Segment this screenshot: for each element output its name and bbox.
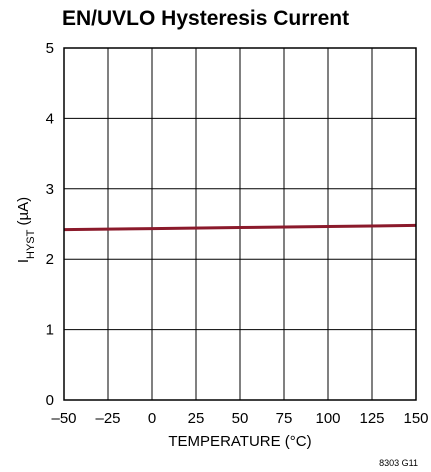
x-tick-label: 125 bbox=[359, 410, 384, 427]
x-tick-label: 100 bbox=[315, 410, 340, 427]
series-layer bbox=[63, 223, 417, 232]
x-tick-labels: –50 –25 0 25 50 75 100 125 150 bbox=[51, 410, 428, 427]
y-tick-label: 0 bbox=[46, 392, 54, 409]
y-tick-label: 2 bbox=[46, 251, 54, 268]
chart-title: EN/UVLO Hysteresis Current bbox=[62, 7, 349, 30]
y-axis-label: IHYST (µA) bbox=[15, 197, 37, 263]
x-axis-label: TEMPERATURE (°C) bbox=[168, 433, 311, 450]
y-axis-label-tail: (µA) bbox=[15, 197, 32, 230]
series-line-0 bbox=[63, 223, 417, 232]
y-axis-label-main: I bbox=[15, 259, 32, 263]
x-tick-label: 50 bbox=[232, 410, 249, 427]
x-tick-label: –25 bbox=[95, 410, 120, 427]
y-tick-label: 3 bbox=[46, 181, 54, 198]
y-tick-label: 5 bbox=[46, 40, 54, 57]
x-tick-label: 0 bbox=[148, 410, 156, 427]
y-tick-label: 1 bbox=[46, 322, 54, 339]
grid bbox=[63, 47, 417, 401]
x-tick-label: 75 bbox=[276, 410, 293, 427]
y-tick-label: 4 bbox=[46, 110, 54, 127]
y-axis-label-sub: HYST bbox=[25, 229, 37, 259]
plot-frame bbox=[63, 47, 417, 401]
x-tick-label: –50 bbox=[51, 410, 76, 427]
x-tick-label: 150 bbox=[403, 410, 428, 427]
figure-id: 8303 G11 bbox=[379, 458, 418, 468]
y-tick-labels: 0 1 2 3 4 5 bbox=[46, 40, 54, 409]
x-tick-label: 25 bbox=[188, 410, 205, 427]
